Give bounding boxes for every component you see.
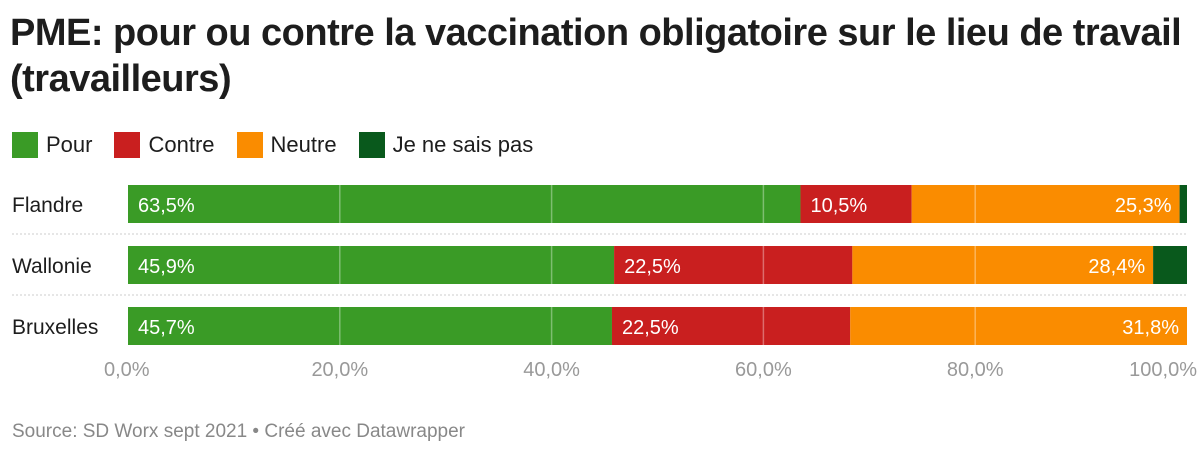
bar-segment xyxy=(611,307,851,345)
row-label: Wallonie xyxy=(12,255,92,278)
data-label: 25,3% xyxy=(1115,195,1172,217)
legend-label: Je ne sais pas xyxy=(392,132,534,157)
x-tick-label: 60,0% xyxy=(735,359,792,381)
bar-segment xyxy=(850,307,1187,345)
legend-item: Je ne sais pas xyxy=(358,132,534,158)
data-label: 22,5% xyxy=(624,256,681,278)
bar-segment xyxy=(128,246,615,284)
data-label: 45,7% xyxy=(138,317,195,339)
bar-segment xyxy=(128,185,801,223)
legend-item: Contre xyxy=(114,132,215,158)
bar-segment xyxy=(1153,246,1187,284)
legend-swatch xyxy=(114,132,141,158)
x-tick-label: 40,0% xyxy=(523,359,580,381)
row-label: Flandre xyxy=(12,194,83,217)
chart-title: PME: pour ou contre la vaccination oblig… xyxy=(10,12,1182,100)
source-note: Source: SD Worx sept 2021 • Créé avec Da… xyxy=(12,421,466,442)
x-tick-label: 0,0% xyxy=(104,359,150,381)
legend-label: Contre xyxy=(148,132,215,157)
x-tick-label: 80,0% xyxy=(947,359,1004,381)
data-label: 63,5% xyxy=(138,195,195,217)
row-label: Bruxelles xyxy=(12,316,98,339)
legend-label: Neutre xyxy=(270,132,337,157)
legend-item: Neutre xyxy=(236,132,337,158)
data-label: 31,8% xyxy=(1122,317,1179,339)
legend-swatch xyxy=(12,132,38,158)
bar-segment xyxy=(852,246,1154,284)
legend-label: Pour xyxy=(46,132,93,157)
bar-segment xyxy=(614,246,853,284)
bar-segment xyxy=(128,307,612,345)
legend-swatch xyxy=(236,132,263,158)
x-tick-label: 100,0% xyxy=(1129,359,1197,381)
bar-segment xyxy=(1179,185,1187,223)
data-label: 10,5% xyxy=(810,195,867,217)
x-tick-label: 20,0% xyxy=(311,359,368,381)
data-label: 45,9% xyxy=(138,256,195,278)
data-label: 28,4% xyxy=(1088,256,1145,278)
data-label: 22,5% xyxy=(622,317,679,339)
bar-segment xyxy=(800,185,912,223)
legend-item: Pour xyxy=(12,132,92,158)
bar-segment xyxy=(911,185,1180,223)
legend: Pour Contre Neutre Je ne sais pas xyxy=(12,132,533,158)
legend-swatch xyxy=(358,132,385,158)
